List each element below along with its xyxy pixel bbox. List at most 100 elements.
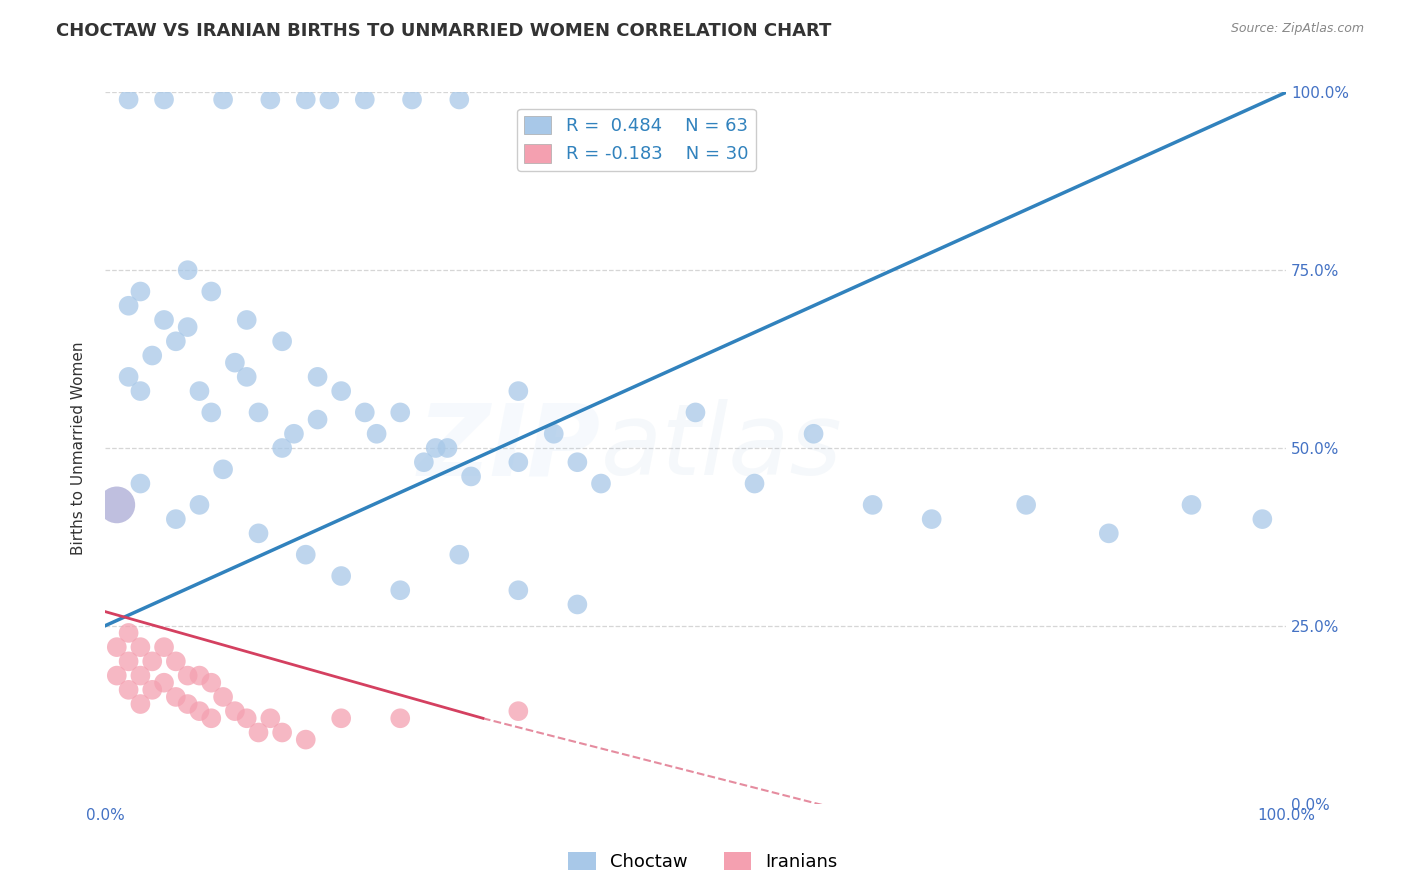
Point	[129, 640, 152, 654]
Point	[188, 384, 211, 398]
Point	[294, 732, 316, 747]
Point	[117, 299, 139, 313]
Point	[330, 711, 353, 725]
Point	[508, 704, 530, 718]
Point	[129, 697, 152, 711]
Point	[165, 690, 187, 704]
Point	[1251, 512, 1274, 526]
Point	[1015, 498, 1038, 512]
Point	[165, 654, 187, 668]
Point	[200, 675, 222, 690]
Point	[366, 426, 388, 441]
Point	[412, 455, 434, 469]
Point	[165, 512, 187, 526]
Point	[141, 682, 163, 697]
Point	[141, 349, 163, 363]
Point	[105, 498, 128, 512]
Point	[460, 469, 482, 483]
Point	[153, 313, 176, 327]
Legend: R =  0.484    N = 63, R = -0.183    N = 30: R = 0.484 N = 63, R = -0.183 N = 30	[517, 109, 755, 170]
Point	[117, 682, 139, 697]
Point	[129, 384, 152, 398]
Point	[425, 441, 447, 455]
Point	[862, 498, 884, 512]
Point	[224, 704, 246, 718]
Point	[200, 711, 222, 725]
Point	[188, 668, 211, 682]
Point	[271, 725, 294, 739]
Point	[176, 668, 198, 682]
Point	[921, 512, 943, 526]
Point	[153, 675, 176, 690]
Point	[200, 285, 222, 299]
Point	[803, 426, 825, 441]
Point	[389, 583, 412, 598]
Point	[543, 426, 565, 441]
Point	[212, 690, 235, 704]
Point	[165, 334, 187, 349]
Point	[508, 384, 530, 398]
Point	[1180, 498, 1202, 512]
Point	[212, 93, 235, 107]
Point	[129, 476, 152, 491]
Legend: Choctaw, Iranians: Choctaw, Iranians	[561, 845, 845, 879]
Point	[307, 369, 329, 384]
Point	[105, 668, 128, 682]
Point	[318, 93, 340, 107]
Point	[449, 93, 471, 107]
Point	[353, 405, 375, 419]
Point	[401, 93, 423, 107]
Point	[259, 711, 281, 725]
Point	[259, 93, 281, 107]
Point	[247, 405, 270, 419]
Point	[1098, 526, 1121, 541]
Point	[685, 405, 707, 419]
Point	[330, 569, 353, 583]
Point	[294, 548, 316, 562]
Point	[449, 548, 471, 562]
Point	[176, 697, 198, 711]
Text: atlas: atlas	[600, 400, 842, 497]
Point	[176, 263, 198, 277]
Point	[567, 598, 589, 612]
Point	[200, 405, 222, 419]
Text: ZIP: ZIP	[418, 400, 600, 497]
Point	[105, 640, 128, 654]
Point	[508, 583, 530, 598]
Point	[117, 654, 139, 668]
Y-axis label: Births to Unmarried Women: Births to Unmarried Women	[72, 342, 86, 555]
Point	[117, 93, 139, 107]
Point	[389, 711, 412, 725]
Point	[744, 476, 766, 491]
Point	[247, 526, 270, 541]
Point	[567, 455, 589, 469]
Point	[212, 462, 235, 476]
Point	[141, 654, 163, 668]
Point	[224, 356, 246, 370]
Point	[294, 93, 316, 107]
Point	[247, 725, 270, 739]
Point	[436, 441, 458, 455]
Point	[235, 313, 257, 327]
Point	[117, 369, 139, 384]
Point	[271, 334, 294, 349]
Point	[330, 384, 353, 398]
Text: CHOCTAW VS IRANIAN BIRTHS TO UNMARRIED WOMEN CORRELATION CHART: CHOCTAW VS IRANIAN BIRTHS TO UNMARRIED W…	[56, 22, 831, 40]
Point	[353, 93, 375, 107]
Point	[117, 626, 139, 640]
Point	[508, 455, 530, 469]
Point	[129, 668, 152, 682]
Point	[188, 498, 211, 512]
Point	[153, 640, 176, 654]
Point	[176, 320, 198, 334]
Point	[153, 93, 176, 107]
Point	[589, 476, 612, 491]
Point	[283, 426, 305, 441]
Text: Source: ZipAtlas.com: Source: ZipAtlas.com	[1230, 22, 1364, 36]
Point	[235, 369, 257, 384]
Point	[129, 285, 152, 299]
Point	[307, 412, 329, 426]
Point	[188, 704, 211, 718]
Point	[271, 441, 294, 455]
Point	[235, 711, 257, 725]
